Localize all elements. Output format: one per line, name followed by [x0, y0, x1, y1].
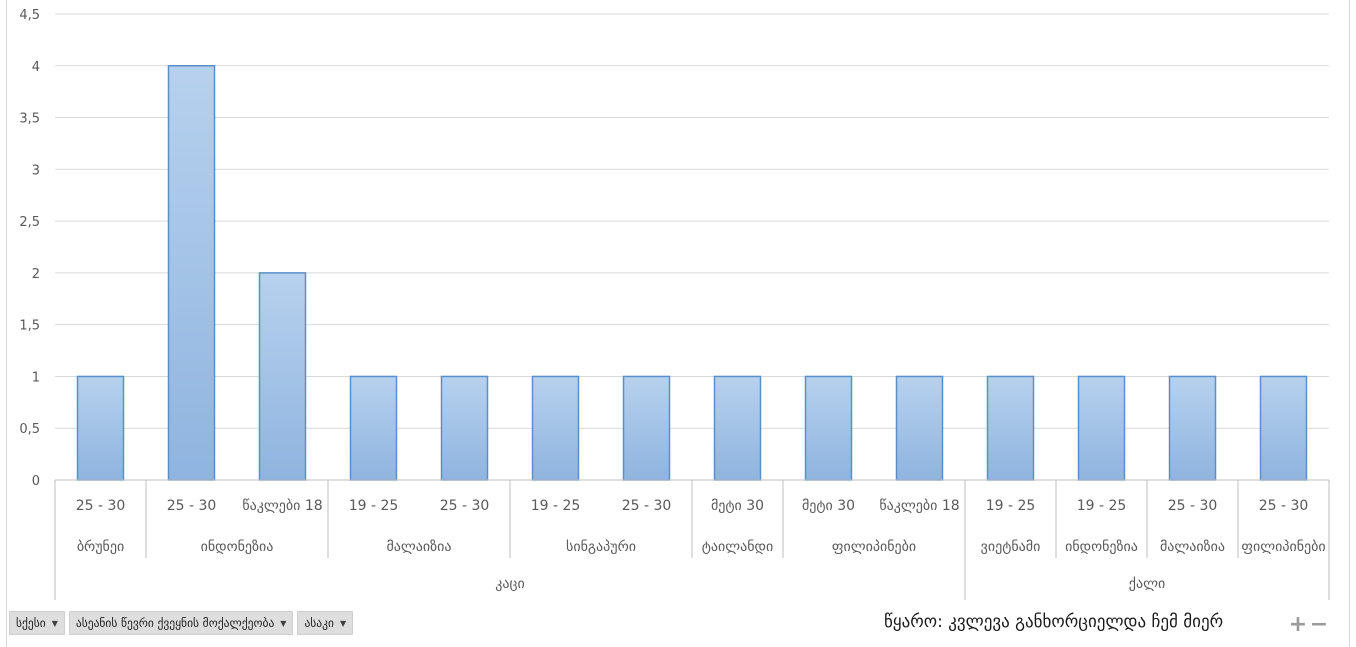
- bar: [167, 65, 216, 481]
- dropdown-arrow-icon: ▼: [339, 618, 347, 628]
- pivot-field-buttons: სქესი ▼ ასეანის წევრი ქვეყნის მოქალქეობა…: [9, 611, 354, 635]
- citizenship-filter-label: ასეანის წევრი ქვეყნის მოქალქეობა: [75, 616, 275, 630]
- gridlines: [55, 13, 1329, 481]
- gender-group-label: კაცი: [495, 576, 525, 592]
- bars: [76, 65, 1308, 481]
- country-group-label: ფილიპინები: [1241, 539, 1325, 555]
- y-tick-label: 2,5: [19, 215, 40, 230]
- bar: [713, 375, 762, 481]
- country-group-label: მალაიზია: [386, 539, 451, 555]
- bar: [804, 375, 853, 481]
- x-tick-label: 25 - 30: [622, 498, 672, 514]
- bar: [258, 272, 307, 481]
- gender-filter-label: სქესი: [16, 616, 46, 630]
- expand-collapse-controls: + −: [1288, 612, 1329, 637]
- country-group-label: ვიეტნამი: [981, 539, 1041, 555]
- x-tick-label: 19 - 25: [986, 498, 1036, 514]
- y-tick-label: 1,5: [19, 319, 40, 334]
- y-tick-label: 1: [32, 370, 40, 385]
- y-tick-label: 3,5: [19, 112, 40, 127]
- gender-filter-button[interactable]: სქესი ▼: [9, 611, 65, 635]
- y-tick-label: 4,5: [19, 8, 40, 23]
- y-tick-label: 2: [32, 267, 40, 282]
- collapse-field-button[interactable]: −: [1309, 612, 1329, 637]
- y-axis-ticks: 0 0,5 1 1,5 2 2,5 3 3,5 4 4,5: [19, 8, 40, 489]
- country-group-label: სინგაპური: [566, 538, 636, 555]
- gender-group-label: ქალი: [1129, 576, 1165, 592]
- x-tick-label: 25 - 30: [1168, 498, 1218, 514]
- dropdown-arrow-icon: ▼: [280, 618, 287, 628]
- y-tick-label: 3: [32, 163, 40, 178]
- x-tick-label: 25 - 30: [76, 498, 126, 514]
- x-tick-label: 19 - 25: [1077, 498, 1127, 514]
- bar: [895, 375, 944, 481]
- x-tick-label: 25 - 30: [440, 498, 490, 514]
- bar: [1168, 375, 1217, 481]
- country-group-label: ინდონეზია: [201, 539, 274, 555]
- y-tick-label: 4: [32, 60, 40, 75]
- bar: [1077, 375, 1126, 481]
- bar: [76, 375, 125, 481]
- y-tick-label: 0: [32, 474, 40, 489]
- x-tick-label: წაკლები 18: [242, 498, 322, 514]
- country-group-label: მალაიზია: [1160, 539, 1225, 555]
- x-tick-label: 19 - 25: [531, 498, 581, 514]
- bar: [349, 375, 398, 481]
- x-tick-label: მეტი 30: [711, 498, 764, 514]
- x-tick-label: 19 - 25: [349, 498, 399, 514]
- dropdown-arrow-icon: ▼: [51, 618, 58, 628]
- x-tick-label: 25 - 30: [1259, 498, 1309, 514]
- expand-field-button[interactable]: +: [1288, 612, 1308, 637]
- x-tick-label: წაკლები 18: [879, 498, 959, 514]
- chart-frame-right: [1349, 0, 1350, 647]
- age-filter-button[interactable]: ასაკი ▼: [297, 611, 354, 635]
- bar: [531, 375, 580, 481]
- age-filter-label: ასაკი: [304, 616, 334, 630]
- x-tick-label: მეტი 30: [802, 498, 855, 514]
- source-note: წყარო: კვლევა განხორციელდა ჩემ მიერ: [884, 612, 1224, 632]
- bar: [986, 375, 1035, 481]
- bar: [440, 375, 489, 481]
- bar: [622, 375, 671, 481]
- y-tick-label: 0,5: [19, 422, 40, 437]
- bar: [1259, 375, 1308, 481]
- x-axis: 25 - 30 25 - 30 წაკლები 18 19 - 25 25 - 30 19…: [54, 479, 1330, 600]
- country-group-label: ფილიპინები: [832, 539, 916, 555]
- country-group-label: ინდონეზია: [1065, 539, 1138, 555]
- country-group-label: ბრუნეი: [77, 538, 124, 555]
- citizenship-filter-button[interactable]: ასეანის წევრი ქვეყნის მოქალქეობა ▼: [68, 611, 294, 635]
- country-group-label: ტაილანდი: [702, 539, 774, 555]
- chart-frame-left: [6, 0, 7, 647]
- x-tick-label: 25 - 30: [167, 498, 217, 514]
